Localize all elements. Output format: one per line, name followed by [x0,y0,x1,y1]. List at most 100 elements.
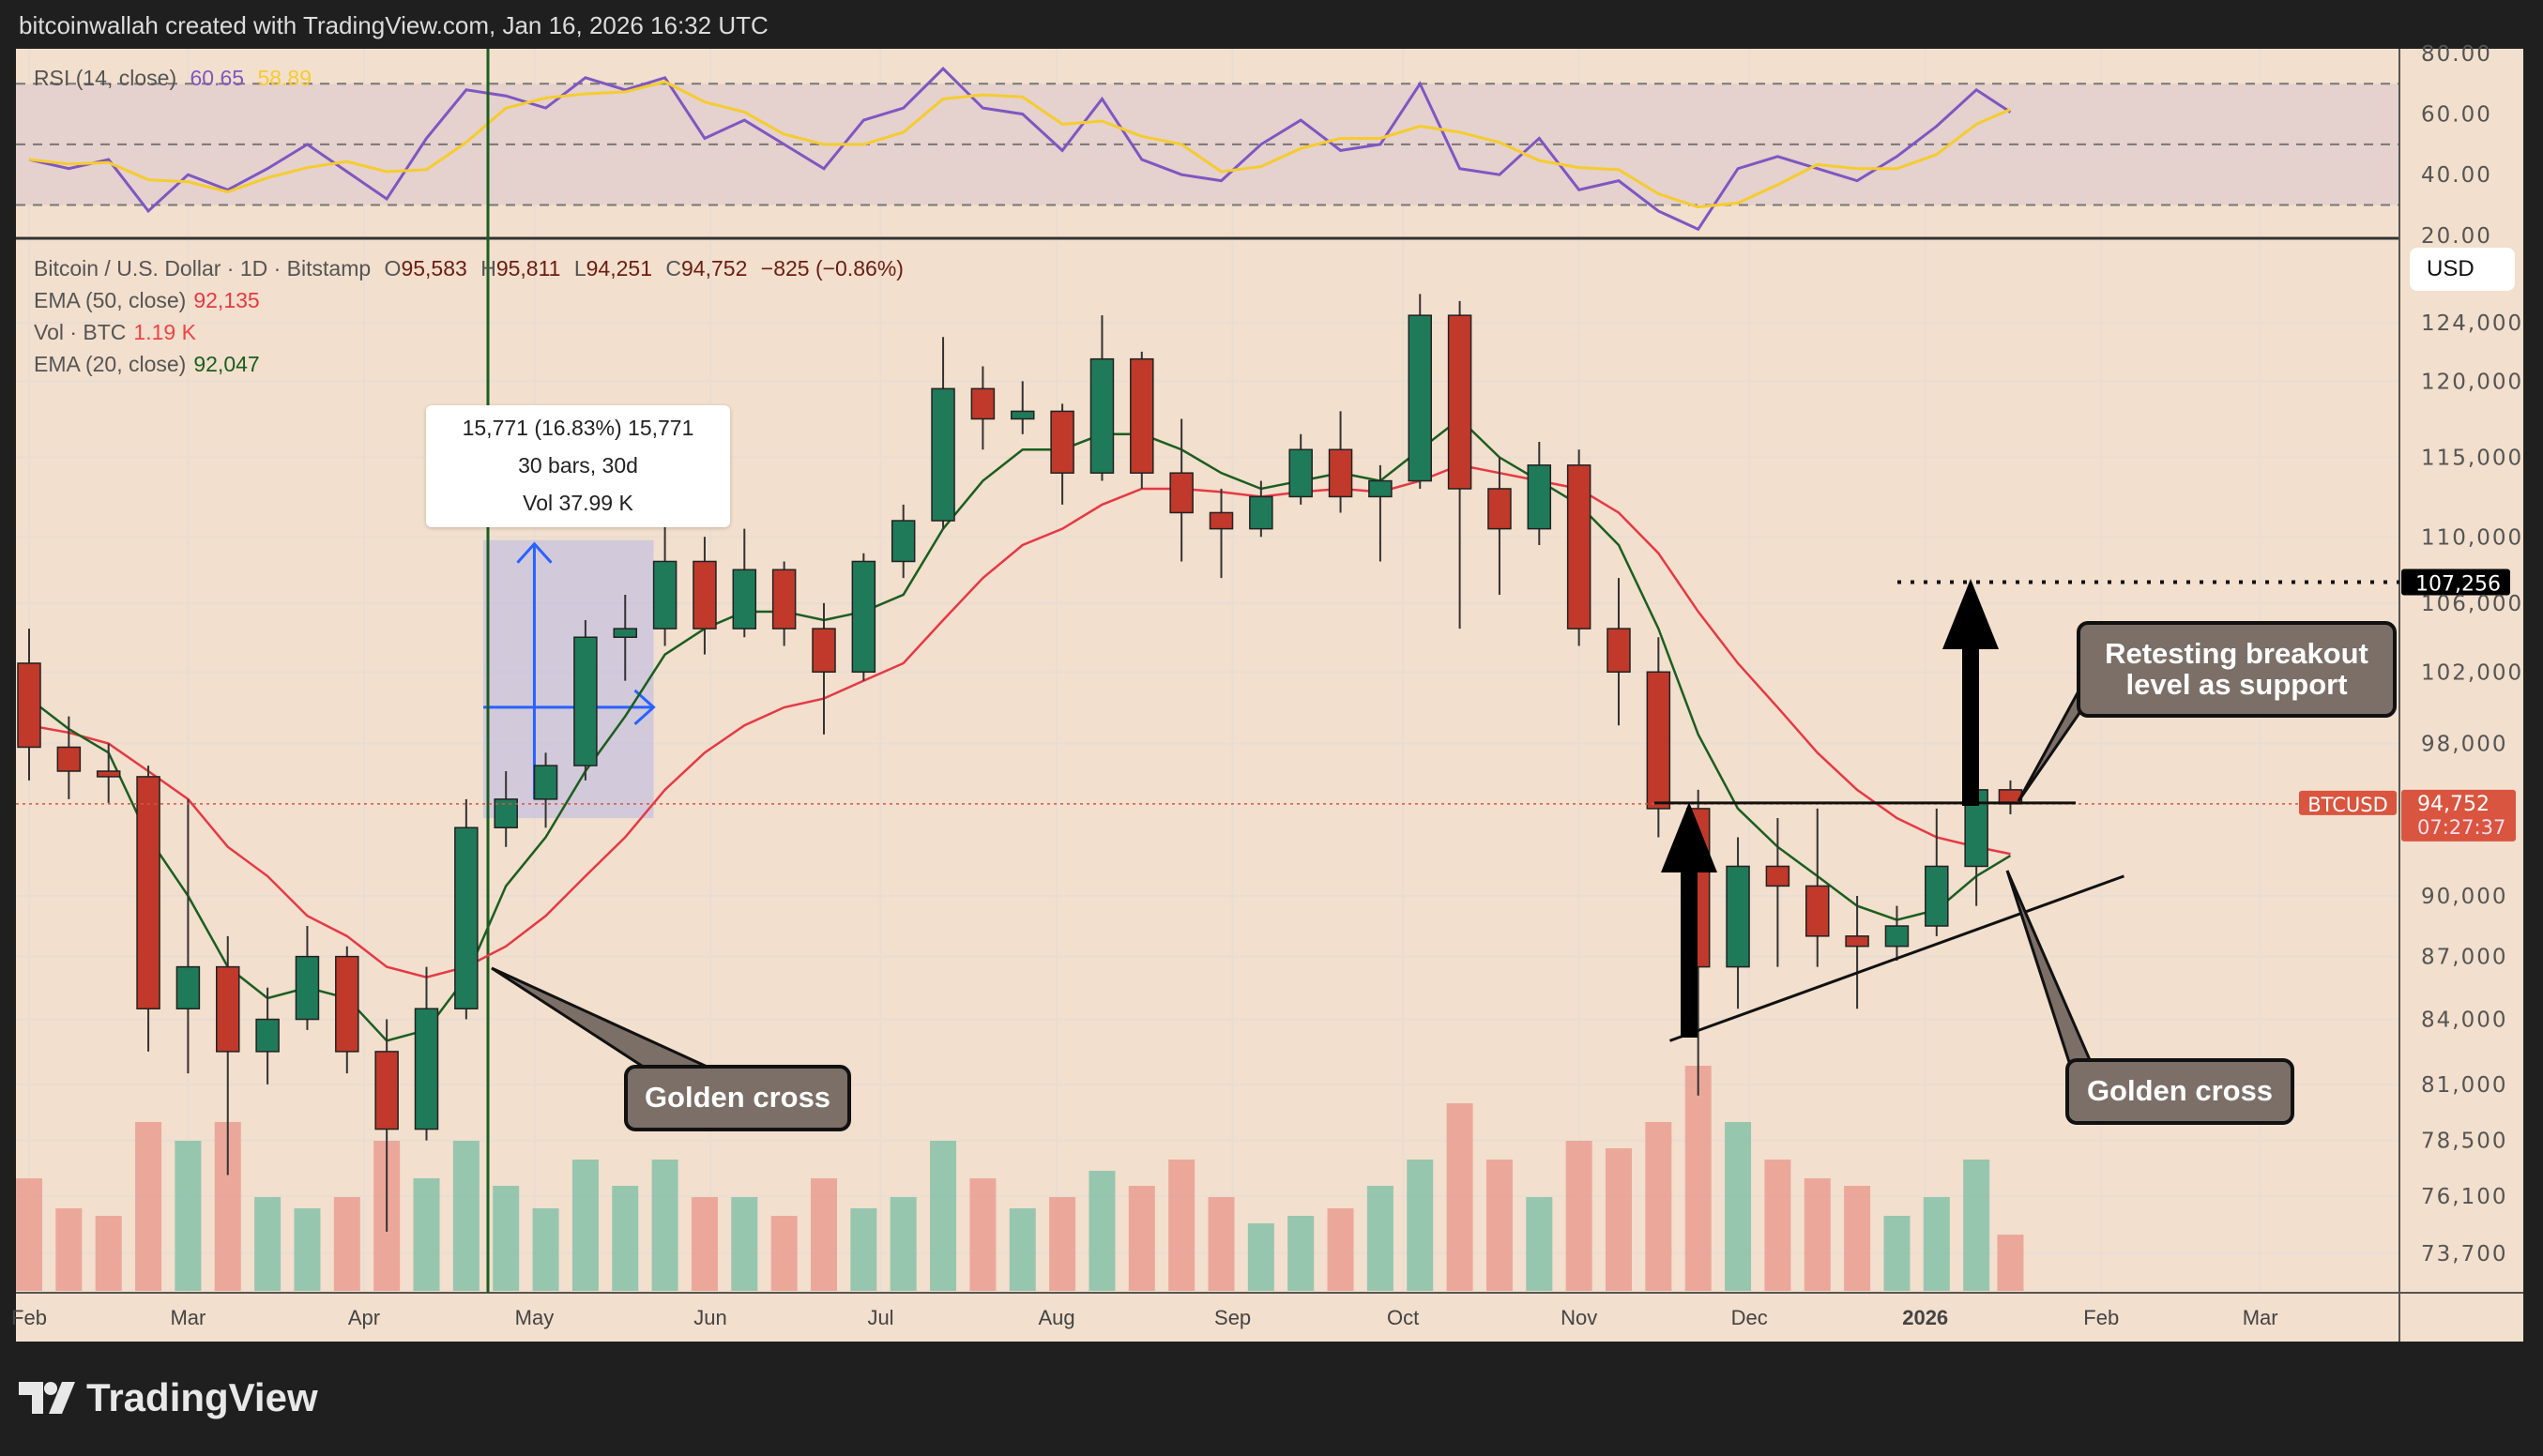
volume-bar [135,1122,162,1291]
ema-lines [28,417,2012,1042]
volume-label: Vol · BTC [34,320,127,344]
volume-bar [493,1186,520,1291]
ema50-legend[interactable]: EMA (50, close) 92,135 [34,288,267,313]
candle-body [1726,865,1750,968]
candle-body [533,765,558,800]
volume-bar [1009,1208,1036,1291]
candle-body [175,965,201,1009]
time-tick-label: Mar [170,1306,206,1329]
rsi-pane [16,67,2399,232]
candle-body [255,1018,280,1053]
candle-body [1011,410,1035,420]
volume-bar [1168,1160,1195,1291]
volume-bar [413,1178,440,1291]
volume-bar [1997,1235,2024,1291]
volume-bar [16,1178,42,1291]
candle-body [1805,885,1830,937]
candle-body [56,746,82,772]
countdown-value: 07:27:37 [2417,816,2505,839]
ema20-label: EMA (20, close) [34,352,187,376]
rsi-line [28,67,2012,232]
arrow-head-icon [516,541,553,564]
tradingview-logo[interactable]: TradingView [19,1375,318,1420]
time-tick-label: May [515,1306,555,1329]
open-label: O [384,256,402,281]
candle-body [652,560,678,629]
candle-body [1249,495,1273,530]
volume-bar [571,1160,599,1291]
volume-bar [691,1197,718,1291]
symbol-legend[interactable]: Bitcoin / U.S. Dollar · 1D · Bitstamp O9… [34,256,911,281]
candle-body [1169,472,1194,514]
time-tick-label: Nov [1561,1306,1597,1329]
volume-legend[interactable]: Vol · BTC 1.19 K [34,320,204,345]
volume-bar [930,1141,957,1291]
time-tick-label: Aug [1038,1306,1074,1329]
candle-body [1130,357,1154,474]
tradingview-logo-icon [19,1382,75,1414]
candle-body [1328,448,1353,498]
price-tick-label: 78,500 [2421,1130,2507,1154]
price-tick-label: 110,000 [2421,525,2523,550]
price-tick-label: 84,000 [2421,1009,2507,1033]
candle-body [613,628,637,639]
ema20-value: 92,047 [193,352,260,376]
symbol-name[interactable]: Bitcoin / U.S. Dollar · 1D · Bitstamp [34,256,372,281]
candle-body [374,1051,399,1130]
volume-bar [452,1141,480,1291]
volume-bar [1287,1216,1315,1291]
ema50-label: EMA (50, close) [34,288,187,312]
volume-bar [1923,1197,1950,1291]
high-label: H [480,256,496,281]
rsi-ma-line [28,80,2012,209]
rsi-tick-label: 60.00 [2421,103,2492,128]
candle-body [1925,865,1949,927]
volume-bar [1407,1160,1434,1291]
candle-body [136,776,160,1009]
currency-button[interactable]: USD [2410,248,2515,291]
candle-body [295,955,320,1021]
volume-bar [969,1178,997,1291]
price-tick-label: 106,000 [2421,592,2523,616]
candle-body [1408,314,1432,482]
ema20-legend[interactable]: EMA (20, close) 92,047 [34,352,267,377]
open-value: 95,583 [401,256,467,281]
candle-body [1209,511,1234,530]
low-label: L [573,256,586,281]
rsi-tick-label: 80.00 [2421,42,2492,67]
price-tick-label: 124,000 [2421,311,2523,336]
volume-bar [651,1160,678,1291]
ema50-line [28,463,2011,978]
volume-bar [1446,1103,1473,1291]
price-tick-label: 120,000 [2421,370,2523,394]
measure-change: 15,771 (16.83%) 15,771 [462,416,694,440]
price-tick-label: 87,000 [2421,946,2507,970]
candle-body [1050,410,1074,474]
ema50-value: 92,135 [193,288,260,312]
candle-body [573,636,598,766]
target-price-label [2401,569,2510,596]
volume-bar [532,1208,559,1291]
rsi-legend: RSI (14, close) 60.65 58.89 [34,66,319,91]
volume-bar [1606,1148,1632,1291]
volume-bar [1366,1186,1393,1291]
time-tick-label: Mar [2243,1306,2278,1329]
volume-bar [1247,1223,1274,1291]
measure-tooltip: 15,771 (16.83%) 15,771 30 bars, 30d Vol … [426,405,730,527]
rsi-value: 60.65 [190,66,245,90]
volume-bar [1485,1160,1513,1291]
volume-bar [1327,1208,1354,1291]
volume-bar [1804,1178,1831,1291]
volume-bar [770,1216,798,1291]
volume-bar [1089,1171,1116,1291]
candle-body [1607,628,1631,674]
volume-bar [175,1141,202,1291]
volume-bar [1963,1160,1990,1291]
candle-body [812,628,836,674]
chart-attribution: bitcoinwallah created with TradingView.c… [19,11,769,39]
volume-bar [1128,1186,1155,1291]
time-tick-label: Oct [1387,1306,1419,1329]
volume-bar [1725,1122,1752,1291]
volume-bar [612,1186,639,1291]
